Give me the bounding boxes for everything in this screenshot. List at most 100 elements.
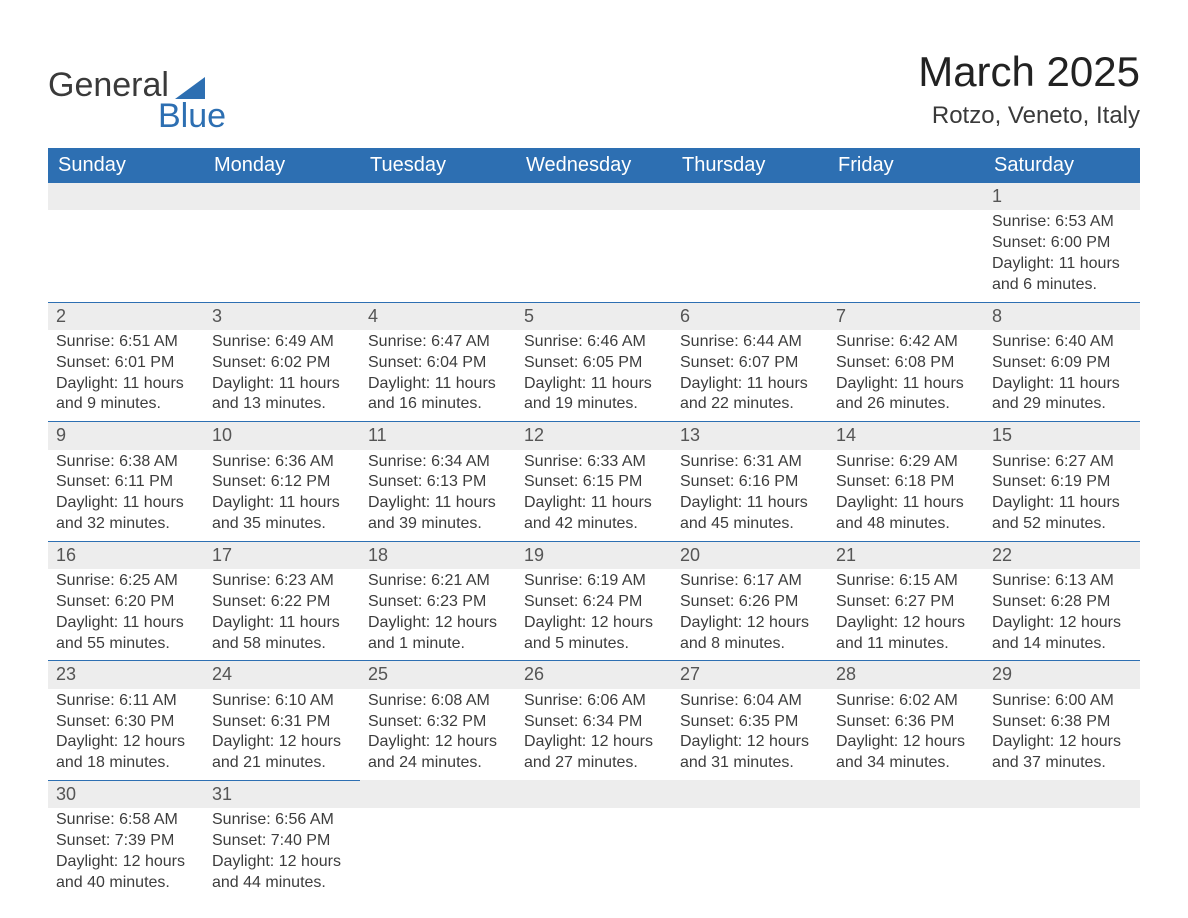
daylight-label: Daylight: bbox=[836, 733, 898, 750]
calendar-row: 2Sunrise: 6:51 AMSunset: 6:01 PMDaylight… bbox=[48, 302, 1140, 422]
day-number: 1 bbox=[984, 183, 1140, 210]
calendar-table: SundayMondayTuesdayWednesdayThursdayFrid… bbox=[48, 148, 1140, 899]
daylight-line: Daylight: 11 hours and 58 minutes. bbox=[212, 613, 352, 655]
sunrise-value: 6:44 AM bbox=[743, 333, 802, 350]
day-number: 7 bbox=[828, 303, 984, 330]
day-detail: Sunrise: 6:17 AMSunset: 6:26 PMDaylight:… bbox=[672, 569, 828, 660]
empty-cell bbox=[516, 183, 672, 302]
daylight-label: Daylight: bbox=[992, 494, 1054, 511]
sunset-line: Sunset: 6:30 PM bbox=[56, 712, 196, 733]
day-detail: Sunrise: 6:42 AMSunset: 6:08 PMDaylight:… bbox=[828, 330, 984, 421]
sunrise-label: Sunrise: bbox=[56, 692, 115, 709]
sunrise-value: 6:42 AM bbox=[899, 333, 958, 350]
day-number: 6 bbox=[672, 303, 828, 330]
daylight-label: Daylight: bbox=[680, 375, 742, 392]
sunrise-line: Sunrise: 6:25 AM bbox=[56, 571, 196, 592]
sunrise-line: Sunrise: 6:56 AM bbox=[212, 810, 352, 831]
daylight-line: Daylight: 12 hours and 34 minutes. bbox=[836, 732, 976, 774]
daynum-empty bbox=[828, 183, 984, 210]
sunrise-label: Sunrise: bbox=[680, 692, 739, 709]
empty-cell bbox=[204, 183, 360, 302]
sunset-line: Sunset: 6:24 PM bbox=[524, 592, 664, 613]
daylight-label: Daylight: bbox=[992, 255, 1054, 272]
calendar-row: 16Sunrise: 6:25 AMSunset: 6:20 PMDayligh… bbox=[48, 541, 1140, 661]
daynum-empty bbox=[516, 780, 672, 807]
sunset-label: Sunset: bbox=[680, 713, 734, 730]
sunrise-label: Sunrise: bbox=[212, 692, 271, 709]
sunrise-value: 6:00 AM bbox=[1055, 692, 1114, 709]
day-cell: 9Sunrise: 6:38 AMSunset: 6:11 PMDaylight… bbox=[48, 422, 204, 542]
sunset-value: 6:24 PM bbox=[583, 593, 643, 610]
daylight-label: Daylight: bbox=[524, 614, 586, 631]
sunset-line: Sunset: 6:05 PM bbox=[524, 353, 664, 374]
sunset-value: 6:35 PM bbox=[739, 713, 799, 730]
empty-cell bbox=[48, 183, 204, 302]
sunrise-value: 6:15 AM bbox=[899, 572, 958, 589]
logo-text-general: General bbox=[48, 66, 169, 105]
day-cell: 23Sunrise: 6:11 AMSunset: 6:30 PMDayligh… bbox=[48, 661, 204, 781]
day-number: 8 bbox=[984, 303, 1140, 330]
sunrise-line: Sunrise: 6:04 AM bbox=[680, 691, 820, 712]
day-number: 24 bbox=[204, 661, 360, 688]
day-detail: Sunrise: 6:04 AMSunset: 6:35 PM Daylight:… bbox=[672, 689, 828, 780]
daynum-empty bbox=[984, 780, 1140, 807]
sunrise-value: 6:38 AM bbox=[119, 453, 178, 470]
sunset-label: Sunset: bbox=[836, 593, 890, 610]
sunset-label: Sunset: bbox=[680, 473, 734, 490]
daylight-line: Daylight: 11 hours and 29 minutes. bbox=[992, 374, 1132, 416]
sunset-label: Sunset: bbox=[368, 473, 422, 490]
sunrise-label: Sunrise: bbox=[212, 333, 271, 350]
sunrise-value: 6:19 AM bbox=[587, 572, 646, 589]
sunset-line: Sunset: 6:38 PM bbox=[992, 712, 1132, 733]
sunset-value: 6:13 PM bbox=[427, 473, 487, 490]
daylight-label: Daylight: bbox=[212, 733, 274, 750]
logo-text-blue: Blue bbox=[158, 97, 226, 136]
sunrise-value: 6:21 AM bbox=[431, 572, 490, 589]
day-number: 23 bbox=[48, 661, 204, 688]
sunset-value: 6:00 PM bbox=[1051, 234, 1111, 251]
sunset-value: 6:31 PM bbox=[271, 713, 331, 730]
sunrise-value: 6:02 AM bbox=[899, 692, 958, 709]
sunrise-value: 6:31 AM bbox=[743, 453, 802, 470]
sunset-line: Sunset: 6:04 PM bbox=[368, 353, 508, 374]
title-block: March 2025 Rotzo, Veneto, Italy bbox=[918, 48, 1140, 130]
sunrise-line: Sunrise: 6:47 AM bbox=[368, 332, 508, 353]
daynum-empty bbox=[360, 183, 516, 210]
sunset-label: Sunset: bbox=[992, 473, 1046, 490]
sunrise-value: 6:27 AM bbox=[1055, 453, 1114, 470]
day-number: 26 bbox=[516, 661, 672, 688]
day-cell: 13Sunrise: 6:31 AMSunset: 6:16 PMDayligh… bbox=[672, 422, 828, 542]
day-number: 21 bbox=[828, 542, 984, 569]
sunrise-value: 6:17 AM bbox=[743, 572, 802, 589]
daylight-line: Daylight: 12 hours and 31 minutes. bbox=[680, 732, 820, 774]
sunrise-line: Sunrise: 6:00 AM bbox=[992, 691, 1132, 712]
day-detail: Sunrise: 6:19 AM Sunset: 6:24 PMDaylight:… bbox=[516, 569, 672, 660]
day-cell: 21Sunrise: 6:15 AMSunset: 6:27 PMDayligh… bbox=[828, 541, 984, 661]
weekday-header: Saturday bbox=[984, 148, 1140, 183]
header: General Blue March 2025 Rotzo, Veneto, I… bbox=[48, 48, 1140, 136]
sunset-value: 6:02 PM bbox=[271, 354, 331, 371]
day-cell: 28Sunrise: 6:02 AMSunset: 6:36 PMDayligh… bbox=[828, 661, 984, 781]
day-detail: Sunrise: 6:46 AMSunset: 6:05 PMDaylight:… bbox=[516, 330, 672, 421]
sunrise-label: Sunrise: bbox=[368, 572, 427, 589]
daylight-line: Daylight: 11 hours and 48 minutes. bbox=[836, 493, 976, 535]
sunrise-label: Sunrise: bbox=[992, 213, 1051, 230]
day-cell: 7Sunrise: 6:42 AMSunset: 6:08 PMDaylight… bbox=[828, 302, 984, 422]
day-detail: Sunrise: 6:23 AMSunset: 6:22 PMDaylight:… bbox=[204, 569, 360, 660]
day-cell: 19Sunrise: 6:19 AMSunset: 6:24 PMDayligh… bbox=[516, 541, 672, 661]
day-cell: 17Sunrise: 6:23 AMSunset: 6:22 PMDayligh… bbox=[204, 541, 360, 661]
daylight-line: Daylight: 12 hours and 8 minutes. bbox=[680, 613, 820, 655]
sunrise-line: Sunrise: 6:29 AM bbox=[836, 452, 976, 473]
sunrise-label: Sunrise: bbox=[524, 572, 583, 589]
daylight-line: Daylight: 12 hours and 37 minutes. bbox=[992, 732, 1132, 774]
day-number: 25 bbox=[360, 661, 516, 688]
daylight-line: Daylight: 11 hours and 39 minutes. bbox=[368, 493, 508, 535]
sunrise-value: 6:29 AM bbox=[899, 453, 958, 470]
sunset-label: Sunset: bbox=[836, 473, 890, 490]
day-number: 29 bbox=[984, 661, 1140, 688]
day-cell: 22Sunrise: 6:13 AMSunset: 6:28 PMDayligh… bbox=[984, 541, 1140, 661]
calendar-row: 30Sunrise: 6:58 AMSunset: 7:39 PMDayligh… bbox=[48, 780, 1140, 899]
sunset-value: 6:34 PM bbox=[583, 713, 643, 730]
day-number: 4 bbox=[360, 303, 516, 330]
calendar-row: 9Sunrise: 6:38 AMSunset: 6:11 PMDaylight… bbox=[48, 422, 1140, 542]
